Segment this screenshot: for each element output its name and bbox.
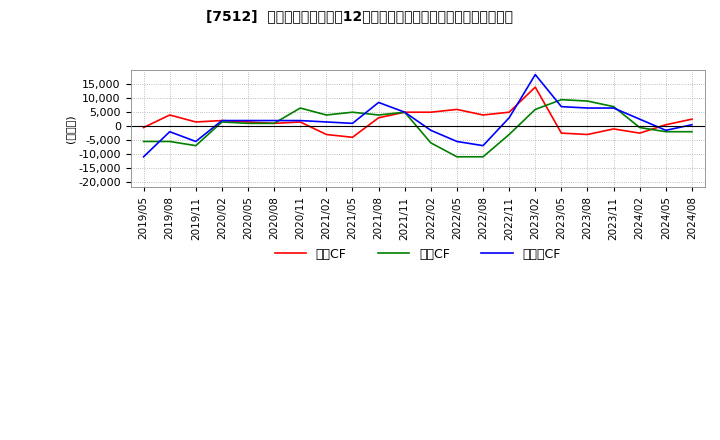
営業CF [270,121,279,126]
投資CF [662,129,670,134]
投資CF [505,132,513,137]
営業CF [217,118,226,123]
フリーCF [192,139,200,144]
営業CF [609,126,618,132]
フリーCF [139,154,148,159]
フリーCF [270,118,279,123]
営業CF [505,110,513,115]
Y-axis label: (百万円): (百万円) [66,114,76,143]
営業CF [296,119,305,125]
投資CF [531,107,539,112]
投資CF [400,110,409,115]
営業CF [583,132,592,137]
フリーCF [243,118,252,123]
営業CF [322,132,330,137]
Line: 投資CF: 投資CF [143,100,692,157]
フリーCF [348,121,357,126]
営業CF [479,112,487,117]
フリーCF [296,118,305,123]
投資CF [217,119,226,125]
営業CF [662,122,670,128]
フリーCF [531,72,539,77]
投資CF [348,110,357,115]
フリーCF [609,106,618,111]
投資CF [296,106,305,111]
投資CF [374,112,383,117]
Legend: 営業CF, 投資CF, フリーCF: 営業CF, 投資CF, フリーCF [269,243,566,266]
投資CF [557,97,566,103]
営業CF [557,131,566,136]
投資CF [243,121,252,126]
フリーCF [217,118,226,123]
営業CF [635,131,644,136]
営業CF [426,110,435,115]
営業CF [192,119,200,125]
フリーCF [374,100,383,105]
投資CF [609,104,618,109]
フリーCF [557,104,566,109]
投資CF [688,129,696,134]
フリーCF [453,139,462,144]
Line: 営業CF: 営業CF [143,87,692,137]
投資CF [635,125,644,130]
フリーCF [166,129,174,134]
投資CF [322,112,330,117]
Text: [7512]  キャッシュフローの12か月移動合計の対前年同期増減額の推移: [7512] キャッシュフローの12か月移動合計の対前年同期増減額の推移 [207,9,513,23]
営業CF [243,119,252,125]
フリーCF [583,106,592,111]
投資CF [453,154,462,159]
Line: フリーCF: フリーCF [143,75,692,157]
投資CF [192,143,200,148]
フリーCF [635,117,644,122]
投資CF [583,99,592,104]
投資CF [479,154,487,159]
フリーCF [688,122,696,128]
フリーCF [400,110,409,115]
フリーCF [426,128,435,133]
営業CF [400,110,409,115]
投資CF [426,140,435,146]
投資CF [270,121,279,126]
フリーCF [505,115,513,121]
フリーCF [322,119,330,125]
フリーCF [479,143,487,148]
営業CF [166,112,174,117]
投資CF [139,139,148,144]
営業CF [688,117,696,122]
投資CF [166,139,174,144]
営業CF [348,135,357,140]
営業CF [531,84,539,90]
営業CF [374,115,383,121]
営業CF [453,107,462,112]
フリーCF [662,128,670,133]
営業CF [139,125,148,130]
